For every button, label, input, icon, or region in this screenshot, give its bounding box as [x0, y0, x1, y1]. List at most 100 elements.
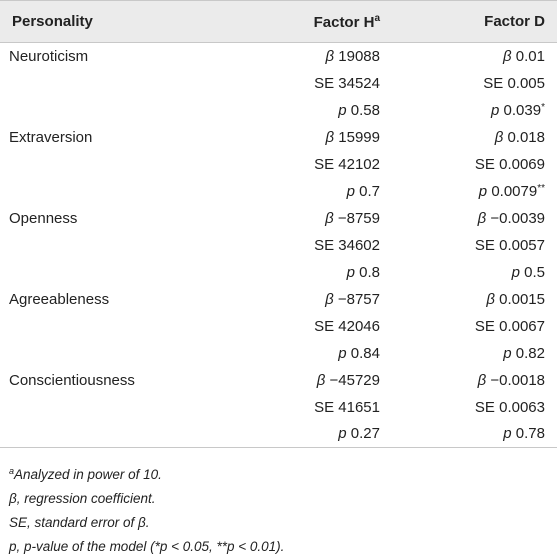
- stat-value: 0.58: [350, 101, 380, 119]
- stat-value: 0.84: [350, 344, 380, 362]
- trait-name-cell: [0, 232, 235, 259]
- stat-value: −8759: [337, 209, 380, 227]
- table-row: Extraversion β 15999 β 0.018: [0, 124, 557, 151]
- stat-value: 41651: [338, 398, 380, 416]
- header-personality: Personality: [0, 0, 235, 43]
- stat-symbol: SE: [474, 155, 495, 173]
- stat-value: 0.018: [507, 128, 545, 146]
- stat-value: 0.0057: [499, 236, 545, 254]
- stat-symbol: β: [316, 371, 326, 389]
- factor-d-cell: β 0.0015: [392, 286, 557, 313]
- stat-symbol: p: [338, 101, 347, 119]
- factor-d-cell: β −0.0039: [392, 205, 557, 232]
- table-row: Neuroticism β 19088 β 0.01: [0, 43, 557, 70]
- stat-symbol: β: [503, 47, 512, 65]
- table-row: p 0.7 p 0.0079**: [0, 178, 557, 205]
- factor-d-cell: SE 0.0063: [392, 394, 557, 421]
- footnote-se: SE, standard error of β.: [9, 515, 150, 530]
- table-row: p 0.58 p 0.039*: [0, 97, 557, 124]
- stat-symbol: SE: [314, 74, 335, 92]
- stat-value: 42102: [338, 155, 380, 173]
- footnote-power-text: Analyzed in power of 10.: [14, 467, 162, 482]
- stat-symbol: SE: [483, 74, 504, 92]
- stat-value: −45729: [329, 371, 380, 389]
- stat-symbol: SE: [474, 236, 495, 254]
- stat-value: 0.005: [507, 74, 545, 92]
- stat-symbol: p: [511, 263, 520, 281]
- trait-name-cell: [0, 151, 235, 178]
- stat-symbol: β: [325, 47, 335, 65]
- table-row: Openness β −8759 β −0.0039: [0, 205, 557, 232]
- stat-symbol: p: [478, 182, 488, 200]
- stat-symbol: β: [325, 128, 335, 146]
- trait-name-cell: Extraversion: [9, 128, 93, 146]
- factor-h-cell: p 0.7: [235, 178, 392, 205]
- footnote-power: aAnalyzed in power of 10.: [9, 459, 557, 487]
- trait-name-cell: [0, 70, 235, 97]
- table-row: Conscientiousness β −45729 β −0.0018: [0, 367, 557, 394]
- factor-d-cell: β −0.0018: [392, 367, 557, 394]
- stat-value: −8757: [337, 290, 380, 308]
- factor-h-cell: p 0.84: [235, 340, 392, 367]
- stat-value: 0.0063: [499, 398, 545, 416]
- factor-d-cell: p 0.5: [392, 259, 557, 286]
- table-row: SE 42046 SE 0.0067: [0, 313, 557, 340]
- stat-value: 0.0079: [491, 182, 538, 200]
- significance-mark: **: [537, 182, 545, 194]
- stat-symbol: β: [325, 290, 334, 308]
- stat-value: 15999: [338, 128, 380, 146]
- personality-factor-table: Personality Factor Ha Factor D Neurotici…: [0, 0, 557, 448]
- stat-symbol: SE: [314, 155, 335, 173]
- stat-value: 0.0067: [499, 317, 545, 335]
- stat-value: 0.0069: [499, 155, 545, 173]
- stat-symbol: SE: [314, 236, 335, 254]
- footnote-p: p, p-value of the model (*p < 0.05, **p …: [9, 539, 285, 554]
- factor-h-cell: β −45729: [235, 367, 392, 394]
- stat-value: 0.5: [524, 263, 545, 281]
- trait-name-cell: [0, 97, 235, 124]
- stat-value: 42046: [338, 317, 380, 335]
- factor-d-cell: p 0.039*: [392, 97, 557, 124]
- factor-h-cell: SE 34524: [235, 70, 392, 97]
- trait-name-cell: [0, 394, 235, 421]
- trait-name-cell: Openness: [9, 209, 78, 227]
- factor-d-cell: p 0.78: [392, 420, 557, 448]
- table-row: p 0.84 p 0.82: [0, 340, 557, 367]
- stat-value: −0.0039: [490, 209, 545, 227]
- factor-h-cell: SE 34602: [235, 232, 392, 259]
- table-footnotes: aAnalyzed in power of 10. β, regression …: [0, 448, 557, 559]
- stat-symbol: β: [477, 209, 487, 227]
- trait-name-cell: Conscientiousness: [9, 371, 135, 389]
- stat-symbol: p: [338, 425, 347, 443]
- stat-symbol: β: [494, 128, 504, 146]
- stat-value: 0.82: [515, 344, 545, 362]
- stat-symbol: p: [346, 182, 355, 200]
- stat-symbol: p: [503, 425, 512, 443]
- stat-symbol: β: [477, 371, 487, 389]
- stat-value: 34524: [338, 74, 380, 92]
- header-factor-h-label: Factor H: [313, 13, 375, 31]
- factor-h-cell: SE 42046: [235, 313, 392, 340]
- stat-symbol: SE: [314, 317, 335, 335]
- stat-value: 0.0015: [499, 290, 545, 308]
- stat-value: 0.78: [515, 425, 545, 443]
- table-body: Neuroticism β 19088 β 0.01 SE 34524 SE 0.005…: [0, 43, 557, 448]
- trait-name-cell: [0, 340, 235, 367]
- factor-h-cell: p 0.58: [235, 97, 392, 124]
- trait-name-cell: Neuroticism: [9, 47, 89, 65]
- factor-d-cell: β 0.018: [392, 124, 557, 151]
- footnote-beta: β, regression coefficient.: [9, 491, 156, 506]
- trait-name-cell: [0, 313, 235, 340]
- factor-h-cell: p 0.8: [235, 259, 392, 286]
- header-factor-h: Factor Ha: [235, 0, 392, 43]
- factor-h-cell: SE 41651: [235, 394, 392, 421]
- header-factor-h-footnote-mark: a: [374, 12, 380, 24]
- table-row: SE 41651 SE 0.0063: [0, 394, 557, 421]
- factor-d-cell: SE 0.005: [392, 70, 557, 97]
- factor-h-cell: β 19088: [235, 43, 392, 70]
- stat-value: 19088: [338, 47, 380, 65]
- factor-d-cell: p 0.0079**: [392, 178, 557, 205]
- trait-name-cell: [0, 259, 235, 286]
- footnote-power-mark: a: [9, 466, 15, 476]
